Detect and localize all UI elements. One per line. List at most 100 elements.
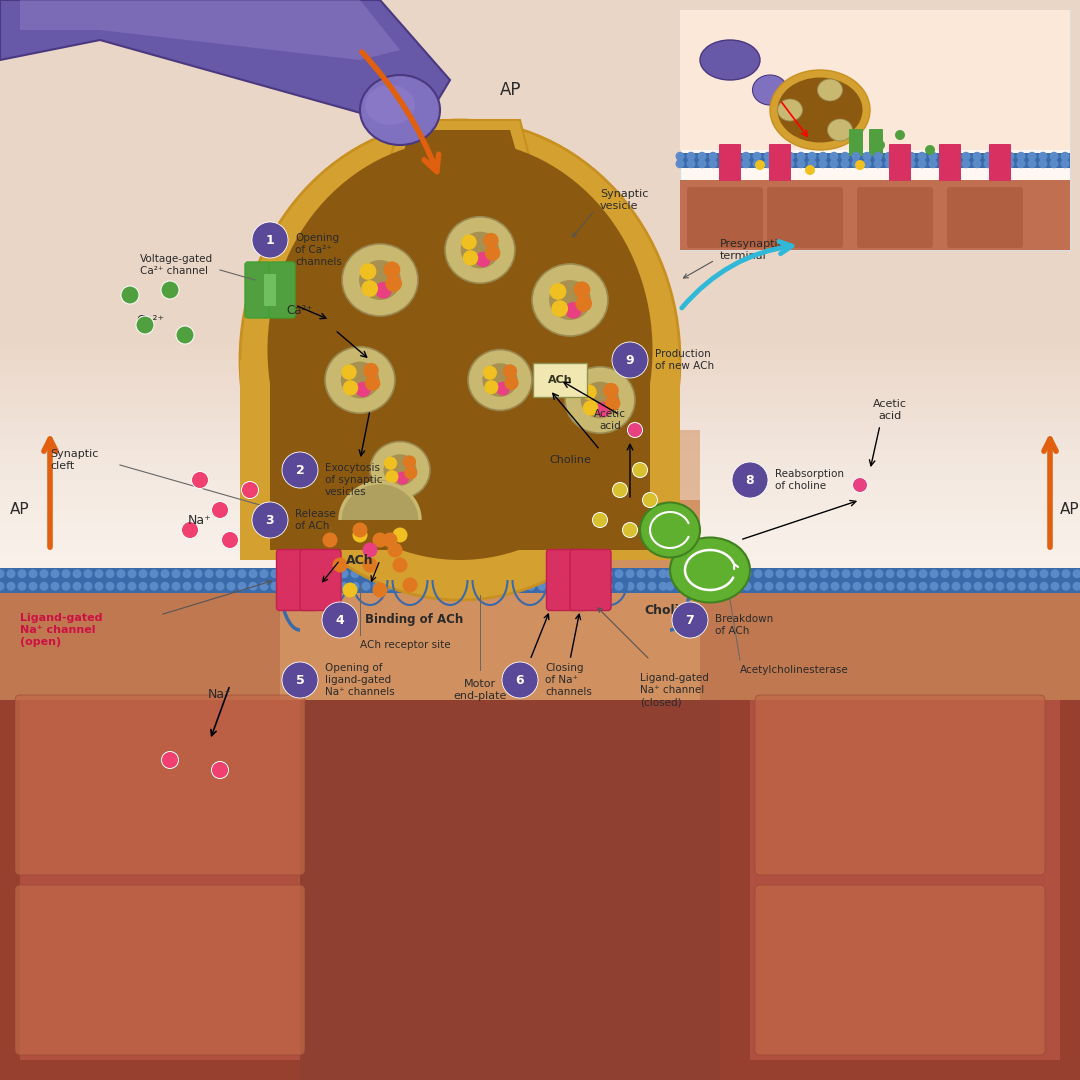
Circle shape <box>363 542 378 557</box>
Circle shape <box>906 152 916 161</box>
Circle shape <box>549 569 557 578</box>
Circle shape <box>484 380 498 394</box>
Circle shape <box>365 376 380 391</box>
Circle shape <box>351 569 360 578</box>
Circle shape <box>428 582 436 591</box>
Circle shape <box>1072 569 1080 578</box>
Circle shape <box>885 159 893 168</box>
Circle shape <box>494 582 502 591</box>
Circle shape <box>382 532 397 548</box>
Circle shape <box>386 275 402 292</box>
Circle shape <box>388 542 403 557</box>
Ellipse shape <box>827 119 852 141</box>
Circle shape <box>383 261 401 278</box>
Circle shape <box>797 569 807 578</box>
Circle shape <box>117 569 125 578</box>
Ellipse shape <box>445 217 515 283</box>
Circle shape <box>1028 582 1038 591</box>
Circle shape <box>874 152 882 161</box>
FancyBboxPatch shape <box>0 660 1080 1080</box>
Polygon shape <box>21 680 300 1059</box>
Circle shape <box>612 342 648 378</box>
Text: 6: 6 <box>515 674 524 687</box>
FancyBboxPatch shape <box>270 370 650 550</box>
Circle shape <box>362 280 378 297</box>
Circle shape <box>248 582 257 591</box>
FancyBboxPatch shape <box>989 144 1011 181</box>
Circle shape <box>973 569 983 578</box>
FancyBboxPatch shape <box>300 567 670 593</box>
Circle shape <box>95 582 104 591</box>
Circle shape <box>743 582 752 591</box>
Circle shape <box>929 159 937 168</box>
FancyBboxPatch shape <box>939 144 961 181</box>
Circle shape <box>483 366 497 380</box>
Circle shape <box>676 569 686 578</box>
Circle shape <box>307 569 315 578</box>
Text: Acetylcholinesterase: Acetylcholinesterase <box>740 665 849 675</box>
Circle shape <box>659 569 667 578</box>
Circle shape <box>83 582 93 591</box>
Circle shape <box>363 363 379 378</box>
Circle shape <box>1005 152 1014 161</box>
Circle shape <box>1017 582 1026 591</box>
Circle shape <box>604 582 612 591</box>
Circle shape <box>212 761 229 779</box>
Circle shape <box>742 159 751 168</box>
FancyBboxPatch shape <box>849 129 863 156</box>
Circle shape <box>864 569 873 578</box>
Ellipse shape <box>700 40 760 80</box>
FancyBboxPatch shape <box>15 885 305 1055</box>
Circle shape <box>484 233 499 248</box>
Circle shape <box>754 582 762 591</box>
Circle shape <box>962 569 972 578</box>
Circle shape <box>829 159 838 168</box>
Ellipse shape <box>549 280 591 320</box>
Circle shape <box>797 582 807 591</box>
Circle shape <box>403 456 416 469</box>
Circle shape <box>121 286 139 303</box>
Circle shape <box>1027 152 1037 161</box>
Text: Opening of
ligand-gated
Na⁺ channels: Opening of ligand-gated Na⁺ channels <box>325 663 395 698</box>
Circle shape <box>259 569 269 578</box>
Circle shape <box>615 582 623 591</box>
Circle shape <box>797 159 806 168</box>
Circle shape <box>743 569 752 578</box>
Circle shape <box>342 380 359 395</box>
Polygon shape <box>0 0 450 130</box>
Circle shape <box>1007 582 1015 591</box>
Circle shape <box>720 569 729 578</box>
Circle shape <box>605 395 620 410</box>
FancyBboxPatch shape <box>264 274 276 306</box>
Circle shape <box>40 569 49 578</box>
Circle shape <box>730 159 740 168</box>
Circle shape <box>950 159 959 168</box>
Circle shape <box>764 152 772 161</box>
Circle shape <box>895 159 905 168</box>
Circle shape <box>951 569 960 578</box>
FancyBboxPatch shape <box>687 187 762 248</box>
FancyBboxPatch shape <box>869 129 883 156</box>
Circle shape <box>604 382 619 399</box>
Circle shape <box>485 245 500 261</box>
Circle shape <box>363 557 378 572</box>
Circle shape <box>0 569 4 578</box>
Circle shape <box>472 569 481 578</box>
Circle shape <box>328 569 337 578</box>
Circle shape <box>504 376 518 390</box>
FancyBboxPatch shape <box>15 696 305 875</box>
Circle shape <box>138 582 148 591</box>
Circle shape <box>405 569 415 578</box>
Circle shape <box>149 582 159 591</box>
Circle shape <box>193 569 203 578</box>
Circle shape <box>383 569 392 578</box>
Circle shape <box>204 582 214 591</box>
FancyBboxPatch shape <box>240 360 680 561</box>
Ellipse shape <box>342 244 418 316</box>
Circle shape <box>805 165 815 175</box>
Text: Choline: Choline <box>549 455 591 465</box>
Circle shape <box>62 582 70 591</box>
Circle shape <box>895 130 905 140</box>
Circle shape <box>896 569 905 578</box>
Circle shape <box>1062 569 1070 578</box>
